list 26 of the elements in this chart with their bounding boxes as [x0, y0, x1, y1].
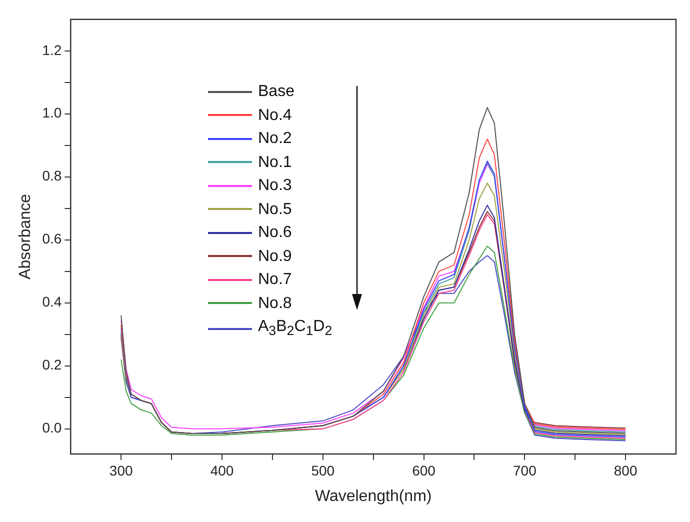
y-axis-title: Absorbance — [17, 194, 34, 280]
y-tick-label: 0.0 — [42, 420, 62, 436]
legend-label: Base — [258, 82, 294, 102]
legend-label: No.3 — [258, 176, 292, 196]
legend-label: A$_{3}$B$_{2}$C$_{1}$D$_{2}$ — [258, 317, 332, 340]
legend-label: No.8 — [258, 294, 292, 314]
x-axis-title: Wavelength(nm) — [314, 488, 432, 505]
x-tick-label: 600 — [412, 462, 436, 478]
x-tick-label: 800 — [614, 462, 638, 478]
x-tick-label: 400 — [210, 462, 234, 478]
legend-label: No.1 — [258, 152, 292, 172]
y-tick-label: 0.8 — [42, 168, 62, 184]
y-tick-label: 0.4 — [42, 294, 62, 310]
legend-label: No.4 — [258, 106, 292, 126]
y-tick-label: 1.2 — [42, 42, 62, 58]
legend-label: No.9 — [258, 246, 292, 266]
x-tick-label: 500 — [311, 462, 335, 478]
legend-label: No.6 — [258, 223, 292, 243]
x-tick-label: 300 — [109, 462, 133, 478]
legend-label: No.5 — [258, 200, 292, 220]
x-tick-label: 700 — [512, 462, 537, 478]
y-tick-label: 0.6 — [42, 230, 62, 247]
legend-label: No.7 — [258, 270, 292, 290]
y-tick-label: 0.2 — [42, 356, 62, 373]
y-tick-label: 1.0 — [42, 104, 62, 121]
legend-label: No.2 — [258, 129, 292, 149]
